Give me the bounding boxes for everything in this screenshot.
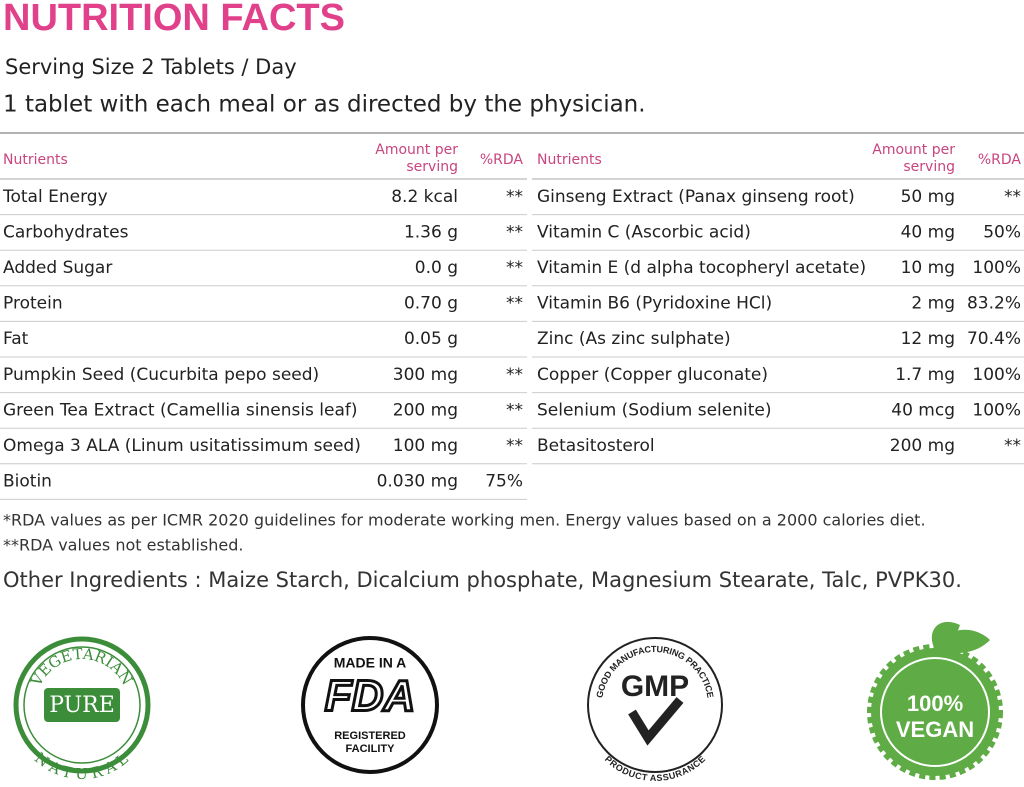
rda: ** bbox=[506, 436, 523, 456]
badge-text: VEGAN bbox=[896, 717, 974, 742]
nutrient: Zinc (As zinc sulphate) bbox=[537, 329, 731, 349]
rda: ** bbox=[506, 400, 523, 420]
rda: 100% bbox=[972, 400, 1021, 420]
vegan-badge: 100% VEGAN bbox=[867, 621, 1003, 780]
column-header: serving bbox=[903, 159, 955, 175]
amount: 0.70 g bbox=[404, 294, 458, 314]
gmp-badge: GOOD MANUFACTURING PRACTICE GMP PRODUCT … bbox=[587, 637, 723, 783]
amount: 40 mcg bbox=[891, 400, 955, 420]
amount: 200 mg bbox=[890, 436, 955, 456]
badge-text: REGISTERED bbox=[334, 730, 406, 742]
column-header: Amount per bbox=[375, 142, 458, 158]
amount: 1.36 g bbox=[404, 222, 458, 242]
rda: 70.4% bbox=[967, 329, 1021, 349]
nutrient: Added Sugar bbox=[3, 258, 112, 278]
badge-text: PURE bbox=[49, 693, 115, 718]
rda: ** bbox=[506, 258, 523, 278]
title: NUTRITION FACTS bbox=[3, 0, 345, 39]
rda: ** bbox=[1004, 187, 1021, 207]
rda: 100% bbox=[972, 258, 1021, 278]
other-ingredients: Other Ingredients : Maize Starch, Dicalc… bbox=[3, 568, 962, 592]
badge-text: FACILITY bbox=[346, 743, 396, 755]
amount: 8.2 kcal bbox=[391, 187, 458, 207]
column-header: serving bbox=[406, 159, 458, 175]
column-header: %RDA bbox=[480, 152, 524, 168]
nutrient: Biotin bbox=[3, 472, 52, 492]
amount: 0.030 mg bbox=[377, 472, 458, 492]
amount: 12 mg bbox=[901, 329, 955, 349]
rda: 75% bbox=[485, 472, 523, 492]
badge-text: 100% bbox=[907, 691, 963, 716]
amount: 0.0 g bbox=[415, 258, 458, 278]
nutrient: Protein bbox=[3, 294, 63, 314]
vegetarian-badge: VEGETARIAN PURE NATURAL bbox=[13, 636, 151, 783]
nutrient: Ginseng Extract (Panax ginseng root) bbox=[537, 187, 855, 207]
rda: ** bbox=[506, 365, 523, 385]
directions: 1 tablet with each meal or as directed b… bbox=[3, 92, 646, 118]
nutrient: Total Energy bbox=[2, 187, 108, 207]
nutrient: Vitamin C (Ascorbic acid) bbox=[537, 222, 751, 242]
nutrient: Green Tea Extract (Camellia sinensis lea… bbox=[3, 400, 358, 420]
rda: ** bbox=[506, 187, 523, 207]
nutrient: Copper (Copper gluconate) bbox=[537, 365, 768, 385]
amount: 200 mg bbox=[393, 400, 458, 420]
nutrient: Vitamin B6 (Pyridoxine HCl) bbox=[537, 294, 772, 314]
amount: 0.05 g bbox=[404, 329, 458, 349]
footnote: *RDA values as per ICMR 2020 guidelines … bbox=[3, 511, 926, 530]
amount: 300 mg bbox=[393, 365, 458, 385]
nutrient: Carbohydrates bbox=[3, 222, 129, 242]
nutrient: Betasitosterol bbox=[537, 436, 655, 456]
nutrient: Omega 3 ALA (Linum usitatissimum seed) bbox=[3, 436, 361, 456]
footnote: **RDA values not established. bbox=[3, 536, 243, 555]
rda: ** bbox=[506, 294, 523, 314]
rda: ** bbox=[506, 222, 523, 242]
column-header: Nutrients bbox=[537, 152, 602, 168]
badge-text: MADE IN A bbox=[334, 655, 407, 671]
nutrient: Vitamin E (d alpha tocopheryl acetate) bbox=[537, 258, 866, 278]
nutrient: Selenium (Sodium selenite) bbox=[537, 400, 772, 420]
rda: 50% bbox=[983, 222, 1021, 242]
amount: 50 mg bbox=[901, 187, 955, 207]
nutrient: Pumpkin Seed (Cucurbita pepo seed) bbox=[3, 365, 319, 385]
fda-badge: MADE IN A FDA REGISTERED FACILITY bbox=[301, 636, 439, 774]
column-header: %RDA bbox=[978, 152, 1022, 168]
column-header: Amount per bbox=[872, 142, 955, 158]
rda: 83.2% bbox=[967, 294, 1021, 314]
badge-text: FDA bbox=[325, 672, 415, 721]
amount: 2 mg bbox=[911, 294, 955, 314]
nutrient: Fat bbox=[3, 329, 29, 349]
badge-text: GMP bbox=[621, 670, 689, 703]
column-header: Nutrients bbox=[3, 152, 68, 168]
amount: 1.7 mg bbox=[895, 365, 955, 385]
amount: 100 mg bbox=[393, 436, 458, 456]
rda: ** bbox=[1004, 436, 1021, 456]
serving: Serving Size 2 Tablets / Day bbox=[5, 55, 297, 79]
rda: 100% bbox=[972, 365, 1021, 385]
amount: 40 mg bbox=[901, 222, 955, 242]
amount: 10 mg bbox=[901, 258, 955, 278]
